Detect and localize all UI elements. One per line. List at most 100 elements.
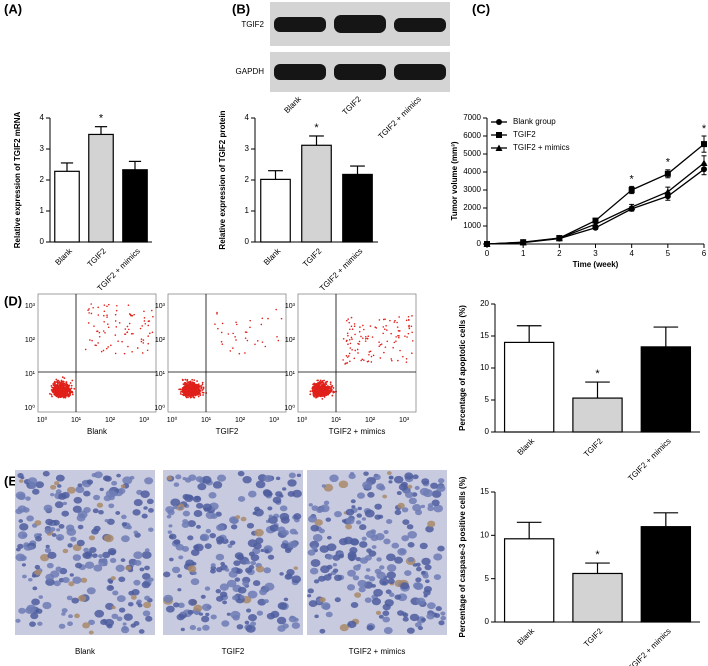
ihc-nucleus — [196, 503, 203, 509]
flow-event — [64, 377, 66, 379]
ihc-nucleus — [118, 577, 125, 583]
y-tick-label: 10 — [480, 530, 489, 539]
ihc-nucleus — [395, 510, 402, 515]
ihc-nucleus — [203, 503, 212, 511]
ihc-nucleus — [145, 616, 152, 622]
ihc-nucleus — [356, 513, 362, 517]
ihc-nucleus — [221, 620, 229, 626]
ihc-nucleus — [131, 595, 137, 600]
flow-event — [318, 392, 320, 394]
flow-event — [202, 389, 204, 391]
ihc-nucleus — [235, 515, 240, 519]
ihc-nucleus — [44, 505, 53, 512]
ihc-nucleus — [307, 594, 311, 597]
flow-event — [389, 320, 391, 322]
ihc-nucleus — [34, 520, 41, 526]
flow-event — [200, 388, 202, 390]
ihc-nucleus — [254, 529, 264, 537]
ihc-nucleus — [67, 543, 72, 547]
ihc-nucleus — [25, 496, 31, 500]
flow-event — [398, 337, 400, 339]
flow-event — [217, 328, 219, 330]
flow-event — [264, 346, 266, 348]
ihc-nucleus — [257, 611, 263, 616]
x-tick-label: 1 — [521, 249, 526, 258]
flow-event — [68, 385, 70, 387]
significance-mark: * — [595, 368, 600, 380]
ihc-nucleus — [436, 606, 442, 611]
ihc-nucleus — [327, 543, 337, 551]
ihc-nucleus — [427, 506, 434, 511]
ihc-nucleus — [143, 506, 147, 510]
ihc-nucleus — [78, 595, 86, 602]
ihc-nucleus — [206, 529, 211, 533]
flow-event — [244, 352, 246, 354]
flow-event — [103, 315, 105, 317]
ihc-nucleus — [15, 553, 25, 561]
flow-event — [349, 361, 351, 363]
x-tick-label: TGIF2 — [582, 436, 605, 459]
flow-event — [140, 328, 142, 330]
flow-event — [232, 333, 234, 335]
ihc-nucleus — [269, 514, 273, 517]
ihc-nucleus — [248, 591, 258, 599]
flow-event — [203, 386, 205, 388]
ihc-nucleus — [246, 609, 251, 613]
flow-event — [147, 349, 149, 351]
significance-mark: * — [630, 173, 635, 185]
ihc-nucleus — [111, 576, 116, 580]
flow-event — [412, 340, 414, 342]
ihc-nucleus — [237, 624, 244, 629]
ihc-nucleus — [181, 628, 185, 631]
ihc-nucleus — [366, 568, 371, 572]
flow-event — [321, 386, 323, 388]
band-label: GAPDH — [236, 67, 265, 76]
flow-event — [190, 383, 192, 385]
point — [665, 171, 671, 177]
flow-event — [347, 318, 349, 320]
flow-event — [131, 333, 133, 335]
y-tick-label: 0 — [477, 239, 482, 248]
flow-event — [61, 393, 63, 395]
flow-event — [96, 330, 98, 332]
ihc-nucleus — [74, 497, 83, 504]
flow-sample-label: TGIF2 + mimics — [329, 427, 386, 436]
flow-event — [142, 342, 144, 344]
ihc-sample-label: TGIF2 — [222, 647, 245, 656]
flow-event — [372, 336, 374, 338]
ihc-nucleus — [22, 533, 27, 537]
flow-event — [186, 389, 188, 391]
panel-label: (B) — [232, 1, 250, 16]
flow-event — [68, 394, 70, 396]
ihc-nucleus — [15, 619, 20, 623]
flow-event — [89, 339, 91, 341]
ihc-nucleus — [130, 476, 135, 480]
flow-event — [107, 323, 109, 325]
flow-event — [194, 387, 196, 389]
ihc-nucleus — [347, 584, 355, 590]
y-tick-label: 0 — [245, 237, 250, 246]
ihc-nucleus — [238, 496, 245, 502]
ihc-nucleus — [255, 537, 263, 543]
flow-event — [183, 389, 185, 391]
ihc-nucleus — [271, 611, 280, 618]
ihc-nucleus — [144, 566, 150, 571]
flow-event — [406, 358, 408, 360]
ihc-nucleus — [191, 549, 200, 556]
bar — [641, 347, 690, 432]
ihc-nucleus — [197, 483, 206, 490]
flow-event — [58, 382, 60, 384]
ihc-nucleus — [362, 517, 366, 520]
ihc-nucleus — [384, 530, 389, 534]
flow-tick-label: 10² — [365, 417, 376, 424]
ihc-nucleus — [70, 573, 74, 576]
flow-event — [354, 323, 356, 325]
ihc-nucleus — [264, 583, 274, 591]
ihc-nucleus — [22, 563, 26, 566]
ihc-nucleus — [407, 627, 415, 633]
flow-event — [66, 390, 68, 392]
ihc-nucleus — [346, 509, 355, 516]
flow-tick-label: 10³ — [399, 417, 410, 424]
ihc-nucleus — [367, 625, 374, 631]
flow-event — [68, 390, 70, 392]
